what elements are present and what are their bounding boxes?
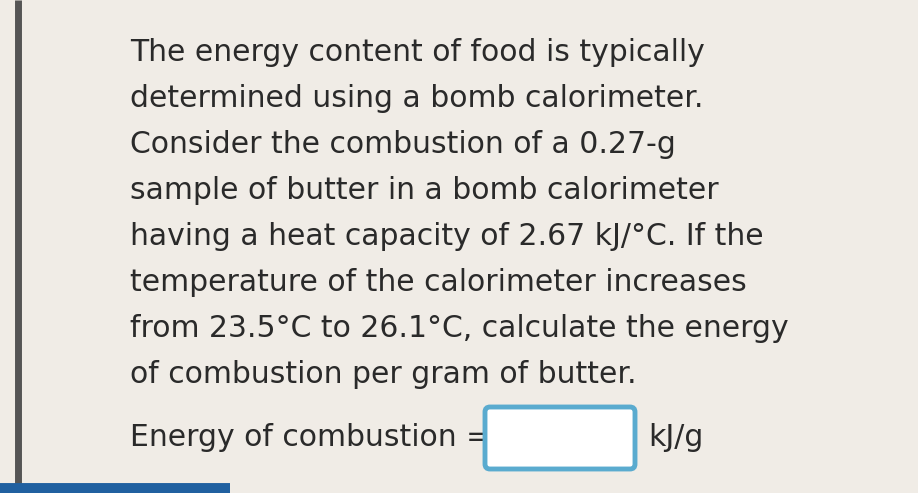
Text: temperature of the calorimeter increases: temperature of the calorimeter increases (130, 268, 746, 297)
Point (0, 487, 6, 493)
Text: Energy of combustion =: Energy of combustion = (130, 423, 491, 453)
Text: Consider the combustion of a 0.27-g: Consider the combustion of a 0.27-g (130, 130, 676, 159)
Text: from 23.5°C to 26.1°C, calculate the energy: from 23.5°C to 26.1°C, calculate the ene… (130, 314, 789, 343)
Text: kJ/g: kJ/g (648, 423, 703, 453)
FancyBboxPatch shape (485, 407, 635, 469)
Text: of combustion per gram of butter.: of combustion per gram of butter. (130, 360, 636, 389)
Text: The energy content of food is typically: The energy content of food is typically (130, 38, 705, 67)
Text: determined using a bomb calorimeter.: determined using a bomb calorimeter. (130, 84, 703, 113)
Text: sample of butter in a bomb calorimeter: sample of butter in a bomb calorimeter (130, 176, 719, 205)
Text: having a heat capacity of 2.67 kJ/°C. If the: having a heat capacity of 2.67 kJ/°C. If… (130, 222, 764, 251)
Point (225, 487, 236, 493)
